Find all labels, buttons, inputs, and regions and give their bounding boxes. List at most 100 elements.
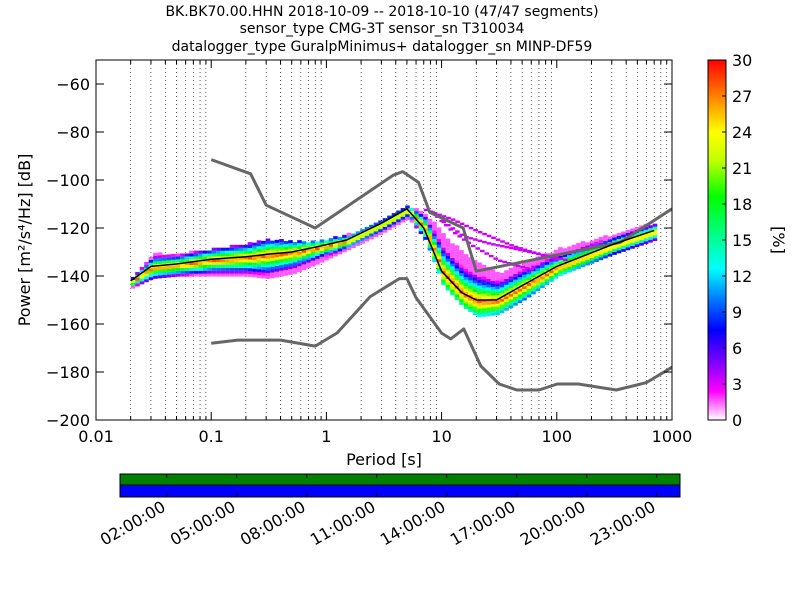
histogram-cell: [144, 276, 149, 280]
histogram-cell: [585, 259, 590, 263]
histogram-cell: [288, 251, 293, 255]
histogram-cell: [274, 242, 280, 246]
histogram-cell: [459, 293, 464, 297]
histogram-cell: [337, 248, 343, 252]
histogram-cell: [360, 232, 365, 236]
histogram-cell: [387, 218, 392, 222]
histogram-cell: [481, 284, 487, 288]
histogram-cell: [468, 294, 473, 298]
histogram-cell: [486, 295, 491, 299]
histogram-cell: [481, 276, 487, 280]
histogram-cell: [436, 244, 442, 248]
histogram-cell: [634, 241, 640, 245]
histogram-cell: [198, 270, 203, 274]
histogram-cell: [500, 240, 505, 243]
histogram-cell: [495, 300, 500, 304]
histogram-cell: [414, 213, 419, 217]
histogram-cell: [531, 288, 536, 292]
histogram-cell: [261, 240, 266, 244]
histogram-cell: [459, 233, 465, 236]
histogram-cell: [427, 238, 433, 242]
histogram-cell: [441, 261, 446, 265]
histogram-cell: [198, 273, 203, 277]
histogram-cell: [328, 252, 334, 256]
histogram-cell: [310, 263, 316, 267]
histogram-cell: [454, 248, 460, 252]
histogram-cell: [234, 244, 239, 248]
histogram-cell: [481, 273, 487, 277]
histogram-cell: [283, 252, 289, 256]
histogram-cell: [549, 252, 554, 256]
histogram-cell: [625, 229, 631, 233]
histogram-cell: [567, 269, 572, 273]
histogram-cell: [216, 256, 221, 260]
histogram-cell: [490, 278, 496, 282]
histogram-cell: [612, 246, 617, 250]
histogram-cell: [652, 226, 658, 230]
histogram-cell: [441, 215, 447, 218]
histogram-cell: [639, 231, 644, 235]
histogram-cell: [535, 282, 541, 286]
histogram-cell: [490, 304, 496, 308]
histogram-cell: [270, 255, 275, 259]
histogram-cell: [360, 237, 365, 241]
histogram-cell: [279, 259, 284, 263]
histogram-cell: [355, 239, 361, 243]
histogram-cell: [463, 257, 469, 261]
histogram-cell: [292, 244, 298, 248]
histogram-cell: [643, 235, 649, 239]
histogram-cell: [166, 254, 172, 258]
histogram-cell: [157, 252, 163, 256]
histogram-cell: [517, 274, 523, 278]
histogram-cell: [562, 271, 568, 275]
histogram-cell: [256, 257, 262, 261]
histogram-cell: [558, 264, 563, 268]
histogram-cell: [454, 276, 460, 280]
histogram-cell: [652, 238, 658, 242]
histogram-cell: [446, 216, 451, 220]
histogram-cell: [198, 264, 203, 268]
histogram-cell: [396, 213, 401, 217]
histogram-cell: [166, 268, 172, 272]
histogram-cell: [454, 259, 460, 263]
histogram-cell: [301, 241, 307, 245]
histogram-cell: [306, 259, 311, 263]
histogram-cell: [432, 230, 437, 234]
histogram-cell: [594, 253, 599, 257]
histogram-cell: [333, 241, 338, 245]
histogram-cell: [207, 262, 212, 266]
histogram-cell: [189, 259, 194, 263]
histogram-cell: [274, 274, 280, 278]
histogram-cell: [454, 282, 460, 286]
histogram-cell: [499, 275, 505, 279]
histogram-cell: [301, 246, 307, 250]
histogram-cell: [198, 262, 203, 266]
histogram-cell: [536, 252, 541, 256]
histogram-cell: [472, 280, 478, 284]
histogram-cell: [621, 243, 626, 247]
histogram-cell: [324, 251, 329, 255]
histogram-cell: [562, 254, 568, 258]
histogram-cell: [202, 262, 208, 266]
histogram-cell: [364, 232, 370, 236]
histogram-cell: [463, 285, 469, 289]
histogram-cell: [486, 272, 491, 276]
histogram-cell: [445, 250, 451, 254]
histogram-cell: [526, 274, 532, 278]
histogram-cell: [454, 268, 460, 272]
histogram-cell: [472, 260, 478, 264]
histogram-cell: [531, 276, 536, 280]
histogram-cell: [513, 302, 518, 306]
histogram-cell: [198, 250, 203, 254]
histogram-cell: [252, 259, 257, 263]
histogram-cell: [243, 259, 248, 263]
histogram-cell: [495, 312, 500, 316]
histogram-cell: [225, 262, 230, 266]
histogram-cell: [364, 235, 370, 239]
histogram-cell: [522, 249, 528, 253]
histogram-cell: [292, 247, 298, 251]
histogram-cell: [477, 271, 482, 275]
histogram-cell: [495, 283, 500, 287]
histogram-cell: [301, 261, 307, 265]
histogram-cell: [229, 270, 235, 274]
